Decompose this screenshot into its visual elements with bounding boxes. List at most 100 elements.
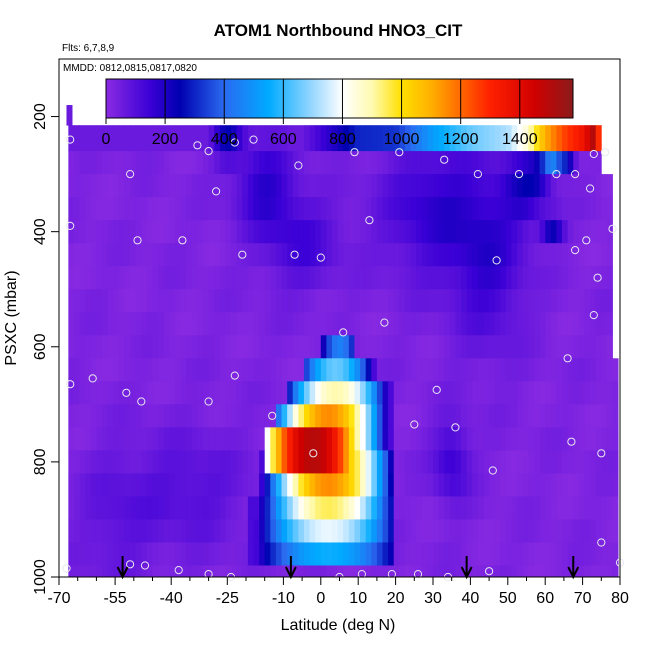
heatmap-cell: [404, 450, 411, 474]
heatmap-cell: [197, 266, 204, 290]
heatmap-cell: [85, 335, 92, 359]
heatmap-cell: [393, 266, 400, 290]
heatmap-cell: [231, 496, 238, 520]
heatmap-cell: [259, 335, 266, 359]
y-axis-label: PSXC (mbar): [3, 270, 20, 365]
heatmap-cell: [231, 542, 238, 566]
heatmap-cell: [225, 450, 232, 474]
heatmap-cell: [421, 404, 428, 428]
colorbar-tick-label: 1200: [443, 131, 479, 148]
heatmap-cell: [539, 404, 546, 428]
heatmap-cell: [578, 404, 585, 428]
heatmap-cell: [399, 197, 406, 221]
heatmap-cell: [595, 174, 602, 198]
heatmap-cell: [174, 220, 181, 244]
heatmap-cell: [242, 312, 249, 336]
heatmap-cell: [309, 197, 316, 221]
heatmap-cell: [225, 519, 232, 543]
heatmap-cell: [483, 565, 490, 578]
heatmap-cell: [545, 335, 552, 359]
heatmap-cell: [444, 312, 451, 336]
heatmap-cell: [309, 174, 316, 198]
heatmap-cell: [477, 243, 484, 267]
heatmap-cell: [186, 174, 193, 198]
heatmap-cell: [124, 174, 131, 198]
heatmap-cell: [79, 197, 86, 221]
heatmap-cell: [68, 427, 75, 451]
heatmap-cell: [303, 565, 310, 578]
heatmap-cell: [270, 427, 277, 451]
heatmap-cell: [533, 473, 540, 497]
heatmap-cell: [135, 450, 142, 474]
heatmap-cell: [202, 381, 209, 405]
heatmap-cell: [522, 266, 529, 290]
heatmap-cell: [477, 404, 484, 428]
heatmap-cell: [539, 289, 546, 313]
heatmap-cell: [584, 335, 591, 359]
heatmap-cell: [264, 473, 271, 497]
heatmap-cell: [343, 197, 350, 221]
heatmap-cell: [360, 266, 367, 290]
heatmap-cell: [309, 519, 316, 543]
heatmap-cell: [466, 243, 473, 267]
heatmap-cell: [466, 427, 473, 451]
heatmap-cell: [449, 427, 456, 451]
heatmap-cell: [124, 266, 131, 290]
heatmap-cell: [461, 289, 468, 313]
heatmap-cell: [247, 565, 254, 578]
heatmap-cell: [102, 473, 109, 497]
heatmap-cell: [102, 519, 109, 543]
heatmap-cell: [113, 335, 120, 359]
heatmap-cell: [483, 496, 490, 520]
heatmap-cell: [528, 174, 535, 198]
heatmap-cell: [606, 404, 613, 428]
heatmap-cell: [73, 381, 80, 405]
heatmap-cell: [275, 335, 282, 359]
heatmap-cell: [107, 381, 114, 405]
heatmap-cell: [292, 473, 299, 497]
sample-point: [597, 538, 606, 547]
heatmap-cell: [472, 125, 479, 152]
heatmap-cell: [130, 266, 137, 290]
heatmap-cell: [326, 542, 333, 566]
heatmap-cell: [180, 473, 187, 497]
heatmap-cell: [197, 542, 204, 566]
heatmap-cell: [376, 125, 383, 152]
heatmap-cell: [169, 266, 176, 290]
heatmap-cell: [242, 565, 249, 578]
heatmap-cell: [533, 125, 540, 152]
heatmap-cell: [556, 312, 563, 336]
heatmap-cell: [421, 335, 428, 359]
heatmap-cell: [354, 381, 361, 405]
heatmap-cell: [214, 312, 221, 336]
heatmap-cell: [505, 519, 512, 543]
heatmap-cell: [606, 565, 613, 578]
heatmap-cell: [73, 312, 80, 336]
heatmap-cell: [242, 542, 249, 566]
heatmap-cell: [354, 335, 361, 359]
heatmap-cell: [169, 174, 176, 198]
heatmap-cell: [141, 496, 148, 520]
heatmap-cell: [595, 542, 602, 566]
heatmap-cell: [236, 427, 243, 451]
heatmap-cell: [275, 496, 282, 520]
heatmap-cell: [489, 427, 496, 451]
heatmap-cell: [365, 565, 372, 578]
sample-point: [514, 170, 524, 179]
heatmap-cell: [236, 220, 243, 244]
heatmap-cell: [354, 312, 361, 336]
heatmap-cell: [264, 174, 271, 198]
heatmap-cell: [562, 358, 569, 382]
heatmap-cell: [601, 220, 608, 244]
heatmap-cell: [96, 519, 103, 543]
heatmap-cell: [186, 220, 193, 244]
heatmap-cell: [85, 220, 92, 244]
heatmap-cell: [287, 473, 294, 497]
heatmap-cell: [124, 312, 131, 336]
heatmap-cell: [118, 220, 125, 244]
heatmap-cell: [281, 358, 288, 382]
heatmap-cell: [522, 335, 529, 359]
heatmap-cell: [522, 404, 529, 428]
heatmap-cell: [360, 197, 367, 221]
heatmap-cell: [326, 243, 333, 267]
